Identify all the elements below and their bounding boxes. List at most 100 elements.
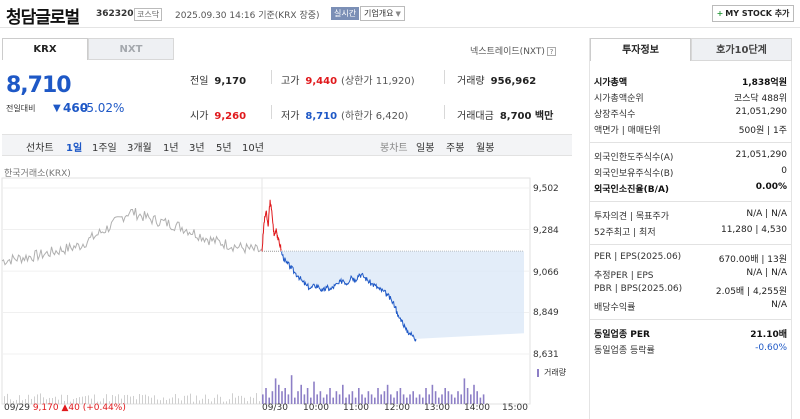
volume-bar xyxy=(367,391,370,404)
volume-bar xyxy=(399,388,402,404)
volume-bar xyxy=(351,391,354,404)
volume-bar-prev xyxy=(133,395,134,404)
volume-bar-prev xyxy=(37,394,38,404)
volume-bar xyxy=(386,384,389,404)
y-tick: 9,066 xyxy=(533,268,559,278)
nextrade-link[interactable]: 넥스트레이드(NXT)? xyxy=(470,44,556,57)
volume-bar-prev xyxy=(52,397,53,404)
volume-bar-prev xyxy=(208,398,209,404)
volume-bar-prev xyxy=(247,401,248,404)
volume-bar-prev xyxy=(136,399,137,404)
intraday-up-line xyxy=(261,199,282,252)
volume-bar xyxy=(402,394,405,404)
volume-bar-prev xyxy=(241,395,242,404)
prev-day-info: 09/29 9,170 ▲40 (+0.44%) xyxy=(4,403,126,413)
volume-legend-swatch xyxy=(537,369,539,377)
candle-daily[interactable]: 일봉 xyxy=(416,143,435,154)
candle-weekly[interactable]: 주봉 xyxy=(446,143,465,154)
volume-bar-prev xyxy=(121,398,122,404)
volume-bar-prev xyxy=(16,399,17,404)
timestamp: 2025.09.30 14:16 기준(KRX 장중) xyxy=(175,11,320,21)
volume-bar-prev xyxy=(214,397,215,404)
volume-bar-prev xyxy=(229,399,230,404)
period-5y[interactable]: 5년 xyxy=(216,143,232,154)
volume-bar-prev xyxy=(178,398,179,404)
candle-monthly[interactable]: 월봉 xyxy=(476,143,495,154)
period-1y[interactable]: 1년 xyxy=(163,143,179,154)
volume-bar xyxy=(287,394,290,404)
volume-bar-prev xyxy=(100,401,101,404)
volume-bar xyxy=(406,397,408,404)
volume-bar-prev xyxy=(19,395,20,404)
volume-bar-prev xyxy=(172,397,173,404)
volume-bar xyxy=(441,394,443,404)
volume-bar xyxy=(409,394,411,404)
open-price: 시가 9,260 xyxy=(190,111,247,122)
add-mystock-button[interactable]: + MY STOCK 추가 xyxy=(712,5,794,22)
volume-bar-prev xyxy=(259,401,260,404)
volume-bar-prev xyxy=(13,401,14,404)
volume-bar xyxy=(338,394,341,404)
plus-icon: + xyxy=(716,9,724,18)
line-chart-label[interactable]: 선차트 xyxy=(26,143,54,154)
volume-bar-prev xyxy=(235,397,236,404)
volume-bar-prev xyxy=(151,397,152,404)
volume-bar xyxy=(262,394,264,404)
volume-bar xyxy=(457,391,459,404)
volume-bar-prev xyxy=(205,394,206,404)
period-10y[interactable]: 10년 xyxy=(242,143,264,154)
company-info-dropdown[interactable]: 기업개요 ▼ xyxy=(360,6,405,21)
divider xyxy=(590,319,791,320)
sector-per-row: 동일업종 PER 21.10배 xyxy=(594,330,787,340)
volume-bar xyxy=(390,394,392,404)
realtime-badge[interactable]: 실시간 xyxy=(331,7,360,20)
volume-bar-prev xyxy=(73,399,74,404)
candle-chart-label: 봉차트 xyxy=(380,143,408,154)
volume-bar-prev xyxy=(148,396,149,404)
period-1d[interactable]: 1일 xyxy=(66,143,83,154)
volume-bar-prev xyxy=(184,395,185,404)
divider xyxy=(590,244,791,245)
tab-orderbook[interactable]: 호가10단계 xyxy=(691,38,792,61)
volume-bar-prev xyxy=(25,399,26,404)
tab-investment-info[interactable]: 투자정보 xyxy=(590,38,691,61)
period-1w[interactable]: 1주일 xyxy=(92,143,117,154)
tab-nxt[interactable]: NXT xyxy=(88,38,174,60)
volume-bar xyxy=(278,384,280,404)
market-cap-row: 시가총액 1,838억원 xyxy=(594,78,787,88)
volume-bar xyxy=(479,397,482,404)
x-tick: 15:00 xyxy=(502,403,528,413)
volume-bar-prev xyxy=(112,394,113,404)
help-icon[interactable]: ? xyxy=(546,47,556,56)
volume-bar-prev xyxy=(157,399,158,404)
shares-row: 상장주식수 21,051,290 xyxy=(594,107,787,120)
volume-bar-prev xyxy=(64,400,65,404)
volume-bar-prev xyxy=(22,400,23,404)
volume-bar xyxy=(268,397,270,404)
volume-bar-prev xyxy=(163,397,164,404)
investment-info-panel: 투자정보 호가10단계 시가총액 1,838억원 시가총액순위 코스닥 488위 상… xyxy=(589,38,792,419)
foreign-hold-row: 외국인보유주식수(B) 0 xyxy=(594,166,787,179)
volume-bar xyxy=(300,384,302,404)
divider xyxy=(271,70,272,84)
volume-bar xyxy=(476,391,478,404)
volume-bar-prev xyxy=(193,401,194,404)
volume-bar-prev xyxy=(43,397,44,404)
volume-bar xyxy=(418,394,421,404)
stock-code: 362320 xyxy=(96,9,134,19)
volume-bar xyxy=(470,394,472,404)
x-tick: 13:00 xyxy=(424,403,450,413)
volume-bar xyxy=(383,391,386,404)
prev-close: 전일 9,170 xyxy=(190,76,247,87)
volume: 거래량 956,962 xyxy=(457,76,537,87)
period-3m[interactable]: 3개월 xyxy=(127,143,152,154)
volume-bar-prev xyxy=(217,394,218,404)
change-label: 전일대비 xyxy=(6,104,36,113)
tab-krx[interactable]: KRX xyxy=(2,38,88,60)
volume-bar-prev xyxy=(88,395,89,404)
volume-bar xyxy=(364,397,366,404)
period-3y[interactable]: 3년 xyxy=(189,143,205,154)
volume-bar xyxy=(361,394,363,404)
exchange-tabs: KRX NXT xyxy=(2,38,174,60)
price-chart[interactable] xyxy=(0,176,572,419)
